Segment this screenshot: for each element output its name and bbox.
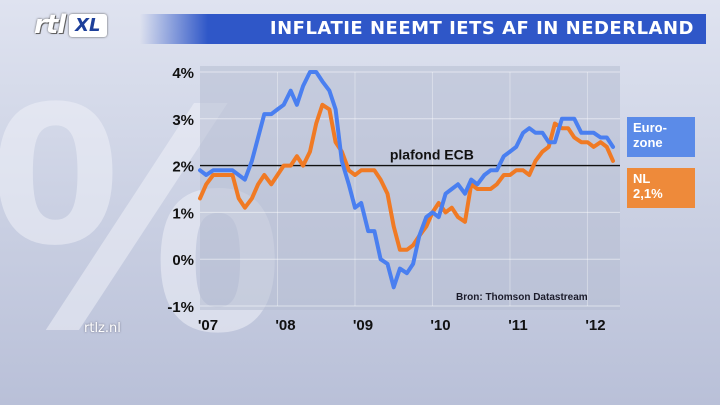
- x-tick-label: '11: [508, 317, 527, 334]
- rtl-xl-logo: rtl XL: [34, 10, 107, 40]
- site-url: rtlz.nl: [84, 321, 121, 336]
- legend-nl: NL 2,1%: [627, 168, 695, 208]
- y-tick-label: 1%: [172, 205, 194, 222]
- y-axis-ticks: 4% 3% 2% 1% 0% -1%: [167, 65, 194, 316]
- logo-xl-text: XL: [69, 13, 107, 37]
- x-tick-label: '12: [585, 317, 605, 334]
- x-axis-ticks: '07 '08 '09 '10 '11 '12: [198, 317, 606, 334]
- y-tick-label: 3%: [172, 112, 194, 129]
- x-tick-label: '08: [275, 317, 295, 334]
- y-tick-label: 4%: [172, 65, 194, 82]
- reference-line-group: plafond ECB: [200, 147, 620, 167]
- legend-eurozone-line1: Euro-: [633, 120, 667, 135]
- source-label: Bron: Thomson Datastream: [456, 292, 588, 303]
- eurozone-series-line: [198, 70, 615, 290]
- logo-rtl-text: rtl: [34, 10, 66, 40]
- series-lines: [198, 70, 615, 290]
- nl-series-line: [198, 102, 615, 252]
- legend-eurozone-line2: zone: [633, 135, 663, 150]
- x-tick-label: '10: [430, 317, 450, 334]
- y-tick-label: -1%: [167, 299, 194, 316]
- x-tick-label: '09: [353, 317, 373, 334]
- ecb-ceiling-label: plafond ECB: [390, 147, 474, 163]
- chart-title: INFLATIE NEEMT IETS AF IN NEDERLAND: [269, 18, 694, 39]
- y-tick-label: 0%: [172, 252, 194, 269]
- y-tick-label: 2%: [172, 159, 194, 176]
- legend-nl-line1: NL: [633, 171, 651, 186]
- x-tick-label: '07: [198, 317, 218, 334]
- title-bar: INFLATIE NEEMT IETS AF IN NEDERLAND: [140, 14, 706, 44]
- legend-eurozone: Euro- zone: [627, 117, 695, 157]
- legend-nl-line2: 2,1%: [633, 186, 663, 201]
